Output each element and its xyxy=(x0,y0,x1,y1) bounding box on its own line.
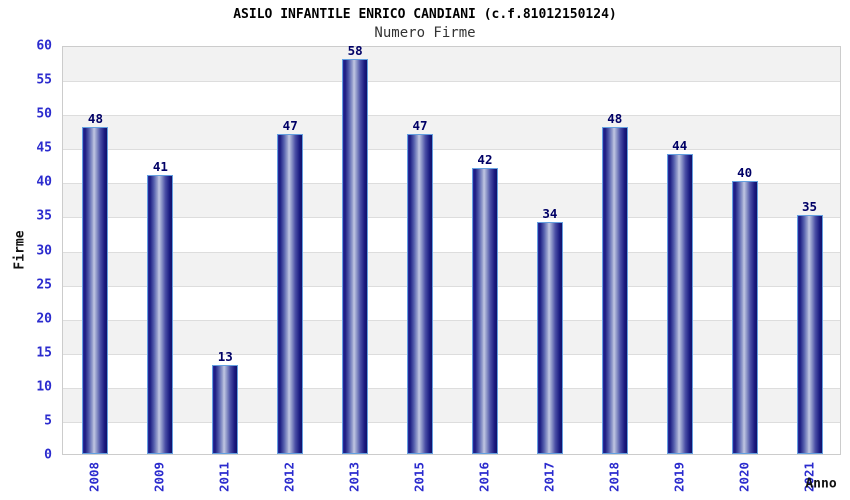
bar-value-label: 42 xyxy=(477,152,493,167)
y-tick-label: 45 xyxy=(36,140,52,156)
bar-value-label: 58 xyxy=(347,43,363,58)
plot-band xyxy=(63,286,840,320)
plot-band xyxy=(63,81,840,115)
y-tick-label: 10 xyxy=(36,379,52,395)
gridline xyxy=(63,319,840,321)
gridline xyxy=(63,81,840,83)
bar-2012 xyxy=(277,134,303,454)
plot-band xyxy=(63,47,840,82)
plot-band xyxy=(63,387,840,422)
x-tick-label-2018: 2018 xyxy=(606,461,622,493)
plot-band xyxy=(63,354,840,388)
x-axis-title: Anno xyxy=(805,476,837,492)
bar-2021 xyxy=(797,215,823,454)
y-tick-label: 30 xyxy=(36,243,52,258)
bar-2013 xyxy=(342,59,368,454)
bar-value-label: 47 xyxy=(412,118,428,133)
bar-2008 xyxy=(82,127,108,454)
bar-2018 xyxy=(602,127,628,454)
y-tick-label: 55 xyxy=(36,72,52,88)
x-tick-label-2019: 2019 xyxy=(671,461,687,493)
gridline xyxy=(63,421,840,423)
x-tick-label-2013: 2013 xyxy=(346,461,362,493)
plot-band xyxy=(63,251,840,286)
bar-value-label: 35 xyxy=(802,199,818,214)
plot-area: 48 41 13 47 58 47 42 34 48 44 40 35 xyxy=(62,43,841,456)
plot-band xyxy=(63,422,840,456)
y-tick-label: 60 xyxy=(36,38,52,54)
bar-value-label: 44 xyxy=(672,138,688,153)
bar-2020 xyxy=(732,181,758,454)
plot-band xyxy=(63,319,840,354)
chart-subtitle: Numero Firme xyxy=(374,25,476,41)
y-tick-label: 20 xyxy=(36,311,52,327)
x-tick-label-2011: 2011 xyxy=(216,461,232,493)
bar-2017 xyxy=(537,222,563,454)
plot-band xyxy=(63,115,840,150)
gridline xyxy=(63,149,840,151)
bar-value-label: 47 xyxy=(282,118,298,133)
y-axis-title: Firme xyxy=(12,230,28,270)
x-tick-label-2008: 2008 xyxy=(86,461,102,493)
plot-band xyxy=(63,149,840,183)
x-tick-label-2012: 2012 xyxy=(281,461,297,493)
bar-value-label: 48 xyxy=(607,111,623,126)
x-tick-label-2015: 2015 xyxy=(411,461,427,493)
bar-value-label: 13 xyxy=(217,349,233,364)
bar-2011 xyxy=(212,365,238,454)
gridline xyxy=(63,251,840,253)
plot-band xyxy=(63,217,840,251)
bar-value-label: 40 xyxy=(737,165,753,180)
y-tick-label: 0 xyxy=(44,447,52,463)
bar-2015 xyxy=(407,134,433,454)
x-tick-label-2016: 2016 xyxy=(476,461,492,493)
gridline xyxy=(63,353,840,355)
bar-2009 xyxy=(147,175,173,454)
gridline xyxy=(63,115,840,117)
bar-2016 xyxy=(472,168,498,454)
bar-value-label: 41 xyxy=(152,159,168,174)
gridline xyxy=(63,217,840,219)
gridline xyxy=(63,183,840,185)
x-tick-label-2009: 2009 xyxy=(151,461,167,493)
bar-value-label: 34 xyxy=(542,206,558,221)
y-tick-label: 40 xyxy=(36,174,52,190)
x-tick-label-2017: 2017 xyxy=(541,461,557,493)
gridline xyxy=(63,387,840,389)
gridline xyxy=(63,285,840,287)
y-tick-label: 5 xyxy=(44,413,52,429)
x-tick-label-2020: 2020 xyxy=(736,461,752,493)
y-tick-label: 50 xyxy=(36,106,52,122)
plot-band xyxy=(63,183,840,218)
bar-2019 xyxy=(667,154,693,454)
chart-title: ASILO INFANTILE ENRICO CANDIANI (c.f.810… xyxy=(233,7,617,22)
bar-value-label: 48 xyxy=(87,111,103,126)
y-tick-label: 35 xyxy=(36,208,52,224)
y-tick-label: 15 xyxy=(36,345,52,361)
y-tick-label: 25 xyxy=(36,277,52,293)
